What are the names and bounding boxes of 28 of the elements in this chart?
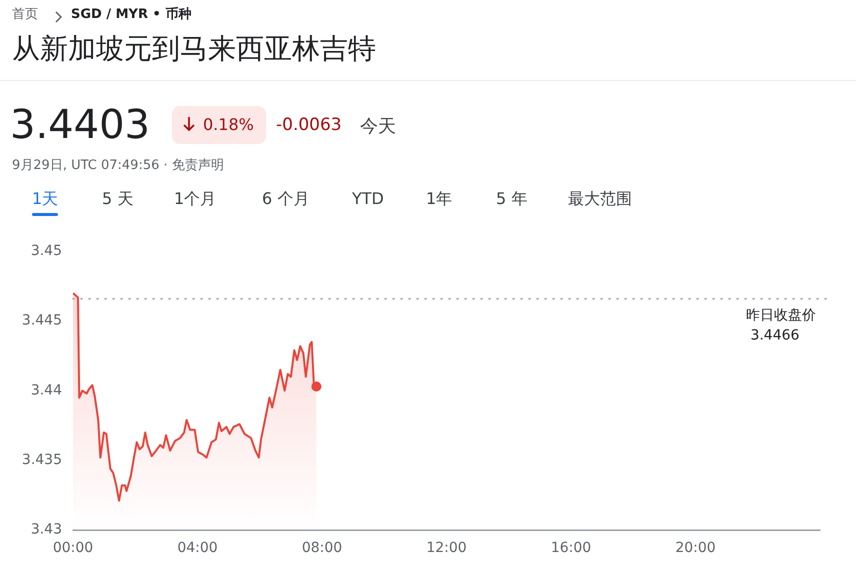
y-tick-label: 3.43: [30, 522, 62, 538]
text: 0.18%: [203, 115, 254, 134]
x-tick-label: 00:00: [52, 540, 94, 556]
text: SGD / MYR • 币种: [71, 6, 192, 23]
text: -0.0063: [276, 115, 342, 135]
text: 今天: [360, 115, 396, 138]
text: YTD: [352, 189, 384, 208]
ref-line-label: 昨日收盘价 3.4466: [746, 307, 816, 344]
x-tick-label: 20:00: [675, 540, 716, 556]
text: 6 个月: [262, 189, 310, 210]
x-tick-label: 12:00: [426, 540, 467, 556]
x-tick-label: 08:00: [302, 540, 342, 556]
text: 5 年: [496, 189, 528, 210]
chart-title: 从新加坡元到马来西亚林吉特: [12, 31, 376, 67]
x-tick-label: 16:00: [550, 540, 592, 556]
text: 1年: [426, 189, 452, 210]
text: 首页: [12, 6, 38, 23]
y-tick-label: 3.44: [30, 382, 62, 398]
text: 5 天: [102, 189, 134, 210]
text: 1天: [32, 189, 58, 210]
text: 最大范围: [568, 189, 632, 210]
y-tick-label: 3.445: [22, 312, 62, 329]
y-tick-label: 3.435: [22, 452, 62, 468]
text: 1个月: [174, 189, 216, 210]
x-tick-label: 04:00: [177, 540, 218, 556]
text: 3.4403: [10, 102, 150, 148]
text: 9月29日, UTC 07:49:56 · 免责声明: [12, 157, 224, 174]
y-tick-label: 3.45: [30, 243, 62, 260]
